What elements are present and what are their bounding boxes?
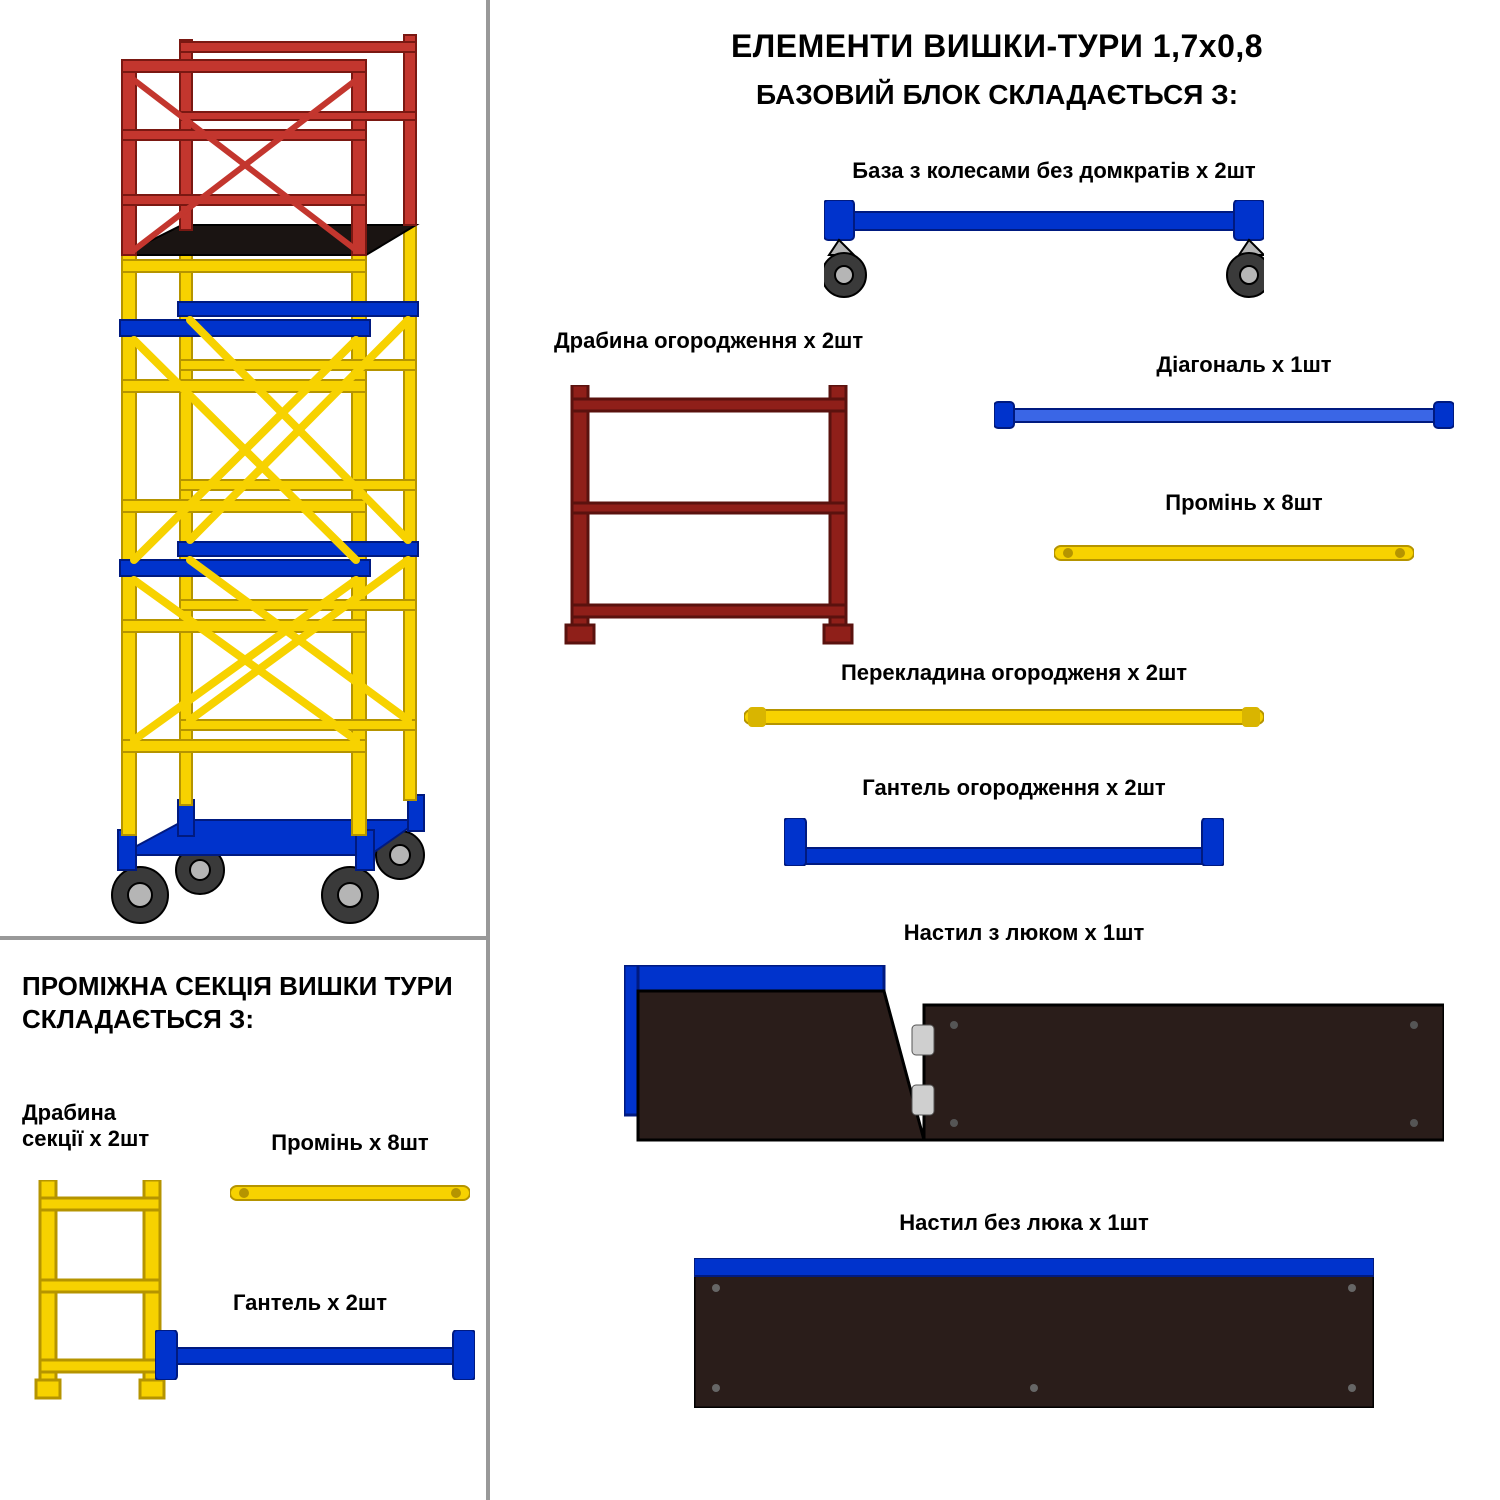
panel-intermediate-section: ПРОМІЖНА СЕКЦІЯ ВИШКИ ТУРИ СКЛАДАЄТЬСЯ З…: [0, 940, 490, 1500]
infographic-page: ПРОМІЖНА СЕКЦІЯ ВИШКИ ТУРИ СКЛАДАЄТЬСЯ З…: [0, 0, 1500, 1500]
label-base: База з колесами без домкратів х 2шт: [774, 158, 1334, 184]
icon-crossbar: [744, 705, 1264, 729]
label-diagonal: Діагональ х 1шт: [1094, 352, 1394, 378]
icon-deck-solid: [694, 1258, 1374, 1408]
panel-base-block: ЕЛЕМЕНТИ ВИШКИ-ТУРИ 1,7x0,8 БАЗОВИЙ БЛОК…: [494, 0, 1500, 1500]
icon-base-wheels: [824, 200, 1264, 300]
label-beam-bl: Промінь х 8шт: [240, 1130, 460, 1156]
subtitle: БАЗОВИЙ БЛОК СКЛАДАЄТЬСЯ З:: [494, 79, 1500, 111]
label-crossbar: Перекладина огородженя х 2шт: [754, 660, 1274, 686]
icon-beam: [1054, 540, 1414, 566]
label-beam: Промінь х 8шт: [1114, 490, 1374, 516]
intermediate-title-2: СКЛАДАЄТЬСЯ З:: [22, 1003, 464, 1036]
icon-dumbbell: [784, 818, 1224, 866]
label-dumbbell: Гантель огородження х 2шт: [774, 775, 1254, 801]
icon-diagonal: [994, 400, 1454, 430]
main-title: ЕЛЕМЕНТИ ВИШКИ-ТУРИ 1,7x0,8: [494, 28, 1500, 65]
tower-illustration: [0, 0, 490, 940]
icon-beam-bl: [230, 1180, 470, 1206]
intermediate-title-1: ПРОМІЖНА СЕКЦІЯ ВИШКИ ТУРИ: [22, 970, 464, 1003]
label-dumbbell-bl: Гантель х 2шт: [200, 1290, 420, 1316]
label-ladder-guard: Драбина огородження х 2шт: [554, 328, 914, 354]
icon-dumbbell-bl: [155, 1330, 475, 1380]
icon-deck-hatch: [624, 965, 1444, 1155]
panel-tower: [0, 0, 490, 940]
label-deck-solid: Настил без люка х 1шт: [814, 1210, 1234, 1236]
label-deck-hatch: Настил з люком х 1шт: [814, 920, 1234, 946]
icon-ladder-section: [30, 1180, 170, 1400]
icon-ladder-guard: [564, 385, 854, 645]
label-ladder-section: Драбина секції х 2шт: [22, 1100, 182, 1152]
